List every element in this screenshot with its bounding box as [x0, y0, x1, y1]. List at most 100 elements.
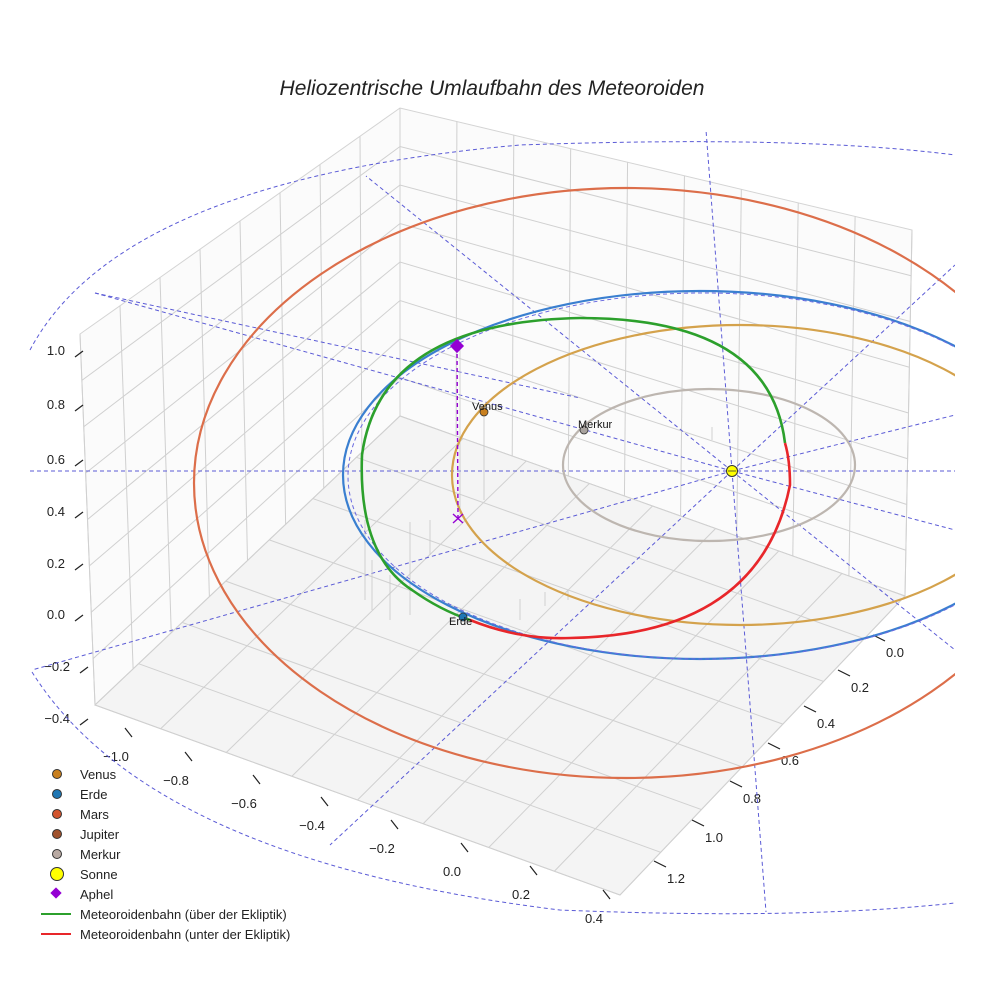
- z-tick-mark: [74, 404, 84, 412]
- aphel-projection-marker: [452, 513, 464, 524]
- legend-marker: [38, 824, 78, 844]
- x-tick-mark: [460, 842, 469, 853]
- floor-grid-line: [160, 438, 464, 730]
- merkur-label: Merkur: [578, 419, 613, 431]
- y-tick-label: 0.2: [851, 680, 869, 695]
- z-tick-label: 0.0: [47, 607, 65, 622]
- floor-grid-line: [356, 456, 865, 640]
- meteoroid-orbit-below: [469, 442, 792, 640]
- z-tick-label: −0.2: [44, 659, 70, 674]
- reference-spoke: [329, 470, 733, 846]
- legend-marker: [38, 924, 78, 944]
- floor-grid-line: [225, 580, 743, 768]
- legend-marker: [38, 864, 78, 884]
- x-tick-mark: [252, 774, 261, 785]
- legend-item[interactable]: Merkur: [38, 844, 368, 864]
- x-tick-label: 0.0: [443, 864, 461, 879]
- y-tick-mark: [803, 705, 817, 713]
- wall-grid-line: [92, 376, 907, 659]
- orbit-venus: [450, 323, 955, 627]
- legend-dot: [52, 769, 62, 779]
- legend-label: Venus: [80, 766, 117, 782]
- legend-label: Aphel: [80, 886, 114, 902]
- x-tick-label: −0.4: [299, 818, 325, 833]
- y-tick-mark: [691, 819, 705, 827]
- floor-grid-line: [94, 704, 621, 896]
- z-tick-label: 1.0: [47, 343, 65, 358]
- legend-dot: [52, 849, 62, 859]
- y-tick-label: 1.2: [667, 871, 685, 886]
- floor-grid-line: [422, 528, 716, 825]
- x-tick-mark: [390, 819, 399, 830]
- legend-label: Meteoroidenbahn (unter der Ekliptik): [80, 926, 291, 942]
- legend-item[interactable]: Aphel: [38, 884, 368, 904]
- legend-item[interactable]: Meteoroidenbahn (über der Ekliptik): [38, 904, 368, 924]
- legend-bigdot: [50, 867, 64, 881]
- wall-grid-line: [83, 184, 911, 428]
- chart-title: Heliozentrische Umlaufbahn des Meteoroid…: [280, 77, 705, 100]
- legend-marker: [38, 764, 78, 784]
- aphel-drop-line: [456, 346, 459, 519]
- z-tick-mark: [74, 459, 84, 467]
- legend-item[interactable]: Venus: [38, 764, 368, 784]
- floor-grid-line: [357, 505, 653, 801]
- z-tick-label: 0.6: [47, 452, 65, 467]
- legend-item[interactable]: Meteoroidenbahn (unter der Ekliptik): [38, 924, 368, 944]
- venus-label: Venus: [472, 401, 503, 413]
- reference-spoke: [731, 414, 955, 472]
- legend-dot: [52, 789, 62, 799]
- legend-marker: [38, 804, 78, 824]
- z-tick-mark: [74, 350, 84, 358]
- legend-marker: [38, 784, 78, 804]
- planet-orbits: [193, 186, 955, 780]
- orbit-mars: [193, 186, 955, 780]
- wall-grid-line: [85, 222, 910, 474]
- y-tick-label: 0.4: [817, 716, 835, 731]
- wall-grid-line: [87, 261, 909, 520]
- reference-spoke: [705, 129, 733, 472]
- reference-spoke: [31, 470, 733, 671]
- reference-spoke: [731, 264, 955, 472]
- axis-tickmarks: [74, 350, 886, 900]
- z-tick-label: 0.4: [47, 504, 65, 519]
- legend-item[interactable]: Jupiter: [38, 824, 368, 844]
- wall-grid-line: [89, 299, 908, 567]
- x-tick-label: 0.2: [512, 887, 530, 902]
- floor-grid-line: [138, 663, 661, 853]
- z-tick-label: −0.4: [44, 711, 70, 726]
- floor-grid-line: [291, 483, 590, 777]
- legend-marker: [38, 844, 78, 864]
- legend-item[interactable]: Mars: [38, 804, 368, 824]
- legend-dot: [52, 809, 62, 819]
- meteoroid-orbit: [360, 316, 792, 640]
- z-tick-mark: [79, 718, 89, 726]
- aphel-marker: [449, 338, 465, 354]
- x-tick-mark: [184, 751, 193, 762]
- reference-arc: [31, 671, 955, 915]
- ecliptic-reference-lines: [29, 129, 955, 915]
- reference-spoke: [94, 292, 733, 472]
- x-tick-label: −0.2: [369, 841, 395, 856]
- orbit-drop-lines: [364, 350, 713, 620]
- merkur-marker: [579, 425, 589, 435]
- reference-spoke: [731, 470, 767, 913]
- legend-item[interactable]: Sonne: [38, 864, 368, 884]
- y-tick-mark: [837, 669, 851, 677]
- legend-dot: [52, 829, 62, 839]
- legend-label: Merkur: [80, 846, 121, 862]
- x-tick-mark: [320, 796, 329, 807]
- legend: Venus Erde Mars Jupiter Merkur Sonne Aphel Mete…: [38, 764, 368, 944]
- floor-grid-line: [619, 595, 906, 896]
- legend-line: [41, 933, 71, 935]
- legend-label: Erde: [80, 786, 108, 802]
- erde-marker: [458, 612, 468, 622]
- z-tick-mark: [74, 563, 84, 571]
- y-tick-mark: [653, 860, 667, 868]
- legend-diamond: [50, 887, 62, 899]
- x-tick-mark: [124, 727, 133, 738]
- x-tick-mark: [529, 865, 538, 876]
- x-tick-label: −0.8: [163, 773, 189, 788]
- legend-item[interactable]: Erde: [38, 784, 368, 804]
- y-tick-label: 0.0: [886, 645, 904, 660]
- y-tick-mark: [767, 742, 781, 750]
